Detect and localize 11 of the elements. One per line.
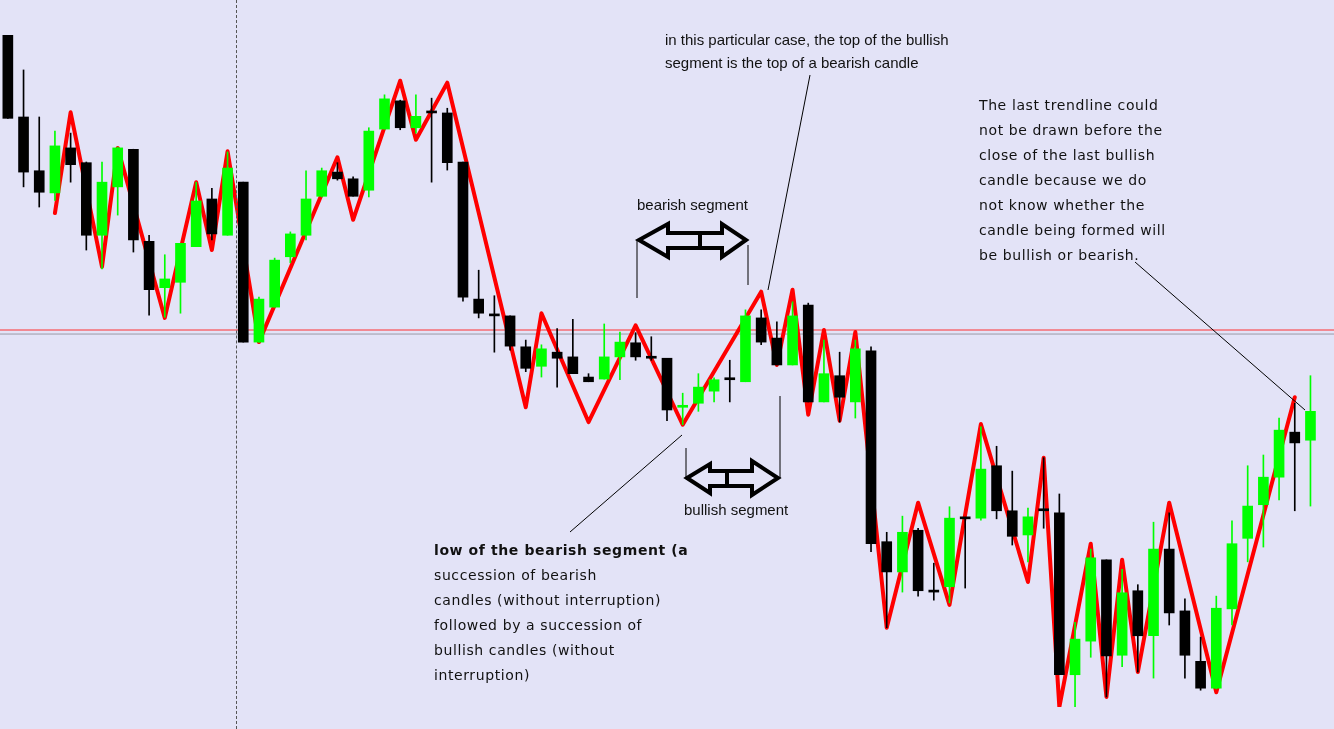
candlestick bbox=[159, 254, 171, 318]
annotation: The last trendline could not be drawn before the close of the last bullish candle because we do not know whether the candle being formed will be bullish or bearish. bbox=[979, 96, 1166, 265]
candlestick bbox=[645, 336, 657, 361]
candlestick bbox=[1289, 402, 1301, 512]
candlestick bbox=[724, 359, 736, 403]
candlestick bbox=[551, 328, 563, 388]
annotation: bullish segment bbox=[684, 500, 789, 520]
annotation: bearish segment bbox=[637, 195, 748, 215]
annotation: in this particular case, the top of the bullish segment is the top of a bearish candle bbox=[665, 30, 949, 73]
candlestick bbox=[677, 392, 689, 426]
annotation: low of the bearish segment (a succession of bearish candles (without interruption) followed by a succession of bullish candles (without interruption) bbox=[434, 541, 690, 685]
